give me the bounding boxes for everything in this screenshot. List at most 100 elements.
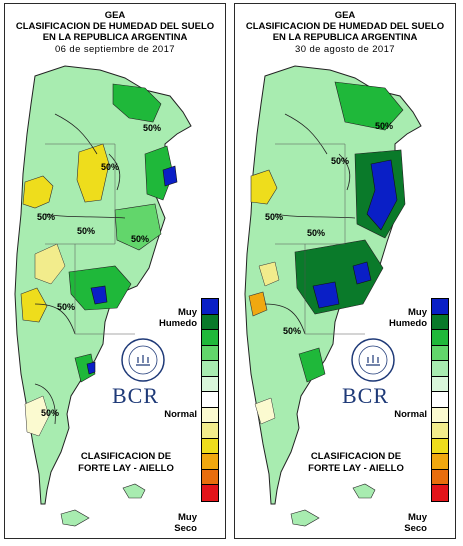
scale-swatch xyxy=(202,469,218,485)
scale-swatch xyxy=(202,361,218,377)
contour-label: 50% xyxy=(283,326,301,336)
contour-label: 50% xyxy=(57,302,75,312)
scale-swatch xyxy=(202,392,218,408)
very-humid-spot-2 xyxy=(90,285,108,305)
legend-label-wet: Muy Humedo xyxy=(159,307,197,329)
legend-label-normal: Normal xyxy=(164,409,197,420)
contour-line xyxy=(264,303,306,335)
legend-label-wet: Muy Humedo xyxy=(389,307,427,329)
brand-logo: BCR xyxy=(342,383,390,408)
title-block: GEA CLASIFICACION DE HUMEDAD DEL SUELO E… xyxy=(235,10,455,56)
contour-line xyxy=(34,383,56,425)
very-humid-spot-1 xyxy=(366,159,398,231)
argentina-map: 50% 50% 50% 50% 50% 50% 50% xyxy=(14,65,192,527)
bcr-seal xyxy=(350,337,396,388)
dry-zone-west xyxy=(250,169,278,205)
dry-zone-west xyxy=(22,175,54,209)
scale-swatch xyxy=(432,345,448,361)
contour-line xyxy=(44,213,126,219)
color-scale xyxy=(431,298,449,502)
bcr-seal xyxy=(120,337,166,388)
org-label: GEA xyxy=(104,10,126,21)
scale-swatch xyxy=(202,423,218,439)
province-border xyxy=(45,143,116,245)
scale-swatch xyxy=(432,361,448,377)
contour-label: 50% xyxy=(143,123,161,133)
contour-label: 50% xyxy=(265,212,283,222)
map-title-line1: CLASIFICACION DE HUMEDAD DEL SUELO xyxy=(15,21,215,32)
malvinas-islands xyxy=(122,483,146,499)
contour-label: 50% xyxy=(307,228,325,238)
dry-zone-patagonia xyxy=(248,291,268,317)
map-title-line2: EN LA REPUBLICA ARGENTINA xyxy=(272,32,418,43)
contour-label: 50% xyxy=(101,162,119,172)
contour-label: 50% xyxy=(131,234,149,244)
scale-swatch xyxy=(202,407,218,423)
light-dry-south xyxy=(24,395,50,437)
scale-swatch xyxy=(432,454,448,470)
color-scale xyxy=(201,298,219,502)
scale-swatch xyxy=(202,299,218,315)
scale-swatch xyxy=(202,345,218,361)
scale-swatch xyxy=(432,485,448,501)
scale-swatch xyxy=(432,299,448,315)
method-caption: CLASIFICACION DE FORTE LAY - AIELLO xyxy=(78,451,174,474)
very-humid-spot-3 xyxy=(352,261,372,285)
map-date: 30 de agosto de 2017 xyxy=(295,44,395,55)
humid-zone-litoral xyxy=(144,145,174,201)
humid-zone-north xyxy=(112,83,162,123)
humid-zone-south-coast xyxy=(298,347,326,383)
very-humid-spot-1 xyxy=(162,165,178,187)
map-panel-left: GEA CLASIFICACION DE HUMEDAD DEL SUELO E… xyxy=(4,3,226,539)
contour-line xyxy=(108,153,121,191)
scale-swatch xyxy=(432,392,448,408)
light-dry-center xyxy=(34,243,66,285)
light-dry-center xyxy=(258,261,280,287)
scale-swatch xyxy=(432,376,448,392)
contour-label: 50% xyxy=(77,226,95,236)
humid-zone-north xyxy=(334,81,404,131)
scale-swatch xyxy=(432,469,448,485)
contour-label: 50% xyxy=(41,408,59,418)
scale-swatch xyxy=(202,454,218,470)
contour-label: 50% xyxy=(331,156,349,166)
argentina-map: 50% 50% 50% 50% 50% xyxy=(244,65,422,527)
province-border xyxy=(275,143,346,245)
legend-label-dry: Muy Seco xyxy=(404,512,427,534)
contour-line xyxy=(338,153,351,191)
map-date: 06 de septiembre de 2017 xyxy=(55,44,175,55)
contour-label: 50% xyxy=(37,212,55,222)
humid-zone-south-coast xyxy=(74,353,96,383)
scale-swatch xyxy=(432,423,448,439)
scale-swatch xyxy=(202,438,218,454)
scale-swatch xyxy=(202,485,218,501)
scale-swatch xyxy=(432,314,448,330)
scale-swatch xyxy=(202,314,218,330)
legend-label-dry: Muy Seco xyxy=(174,512,197,534)
province-border xyxy=(74,244,135,335)
contour-line xyxy=(54,113,98,155)
humid-zone-ba xyxy=(114,203,162,251)
tierra-del-fuego xyxy=(60,509,90,527)
contour-label: 50% xyxy=(375,121,393,131)
scale-swatch xyxy=(202,330,218,346)
map-title-line1: CLASIFICACION DE HUMEDAD DEL SUELO xyxy=(245,21,445,32)
very-humid-spot-2 xyxy=(312,281,340,309)
map-title-line2: EN LA REPUBLICA ARGENTINA xyxy=(42,32,188,43)
scale-swatch xyxy=(432,438,448,454)
contour-line xyxy=(284,113,328,155)
map-panel-right: GEA CLASIFICACION DE HUMEDAD DEL SUELO E… xyxy=(234,3,456,539)
scale-swatch xyxy=(432,407,448,423)
brand-logo: BCR xyxy=(112,383,160,408)
contour-line xyxy=(34,303,76,335)
light-dry-south xyxy=(254,397,276,425)
title-block: GEA CLASIFICACION DE HUMEDAD DEL SUELO E… xyxy=(5,10,225,56)
legend-label-normal: Normal xyxy=(394,409,427,420)
malvinas-islands xyxy=(352,483,376,499)
scale-swatch xyxy=(432,330,448,346)
method-caption: CLASIFICACION DE FORTE LAY - AIELLO xyxy=(308,451,404,474)
contour-line xyxy=(274,213,356,219)
tierra-del-fuego xyxy=(290,509,320,527)
scale-swatch xyxy=(202,376,218,392)
very-humid-spot-3 xyxy=(86,361,96,375)
